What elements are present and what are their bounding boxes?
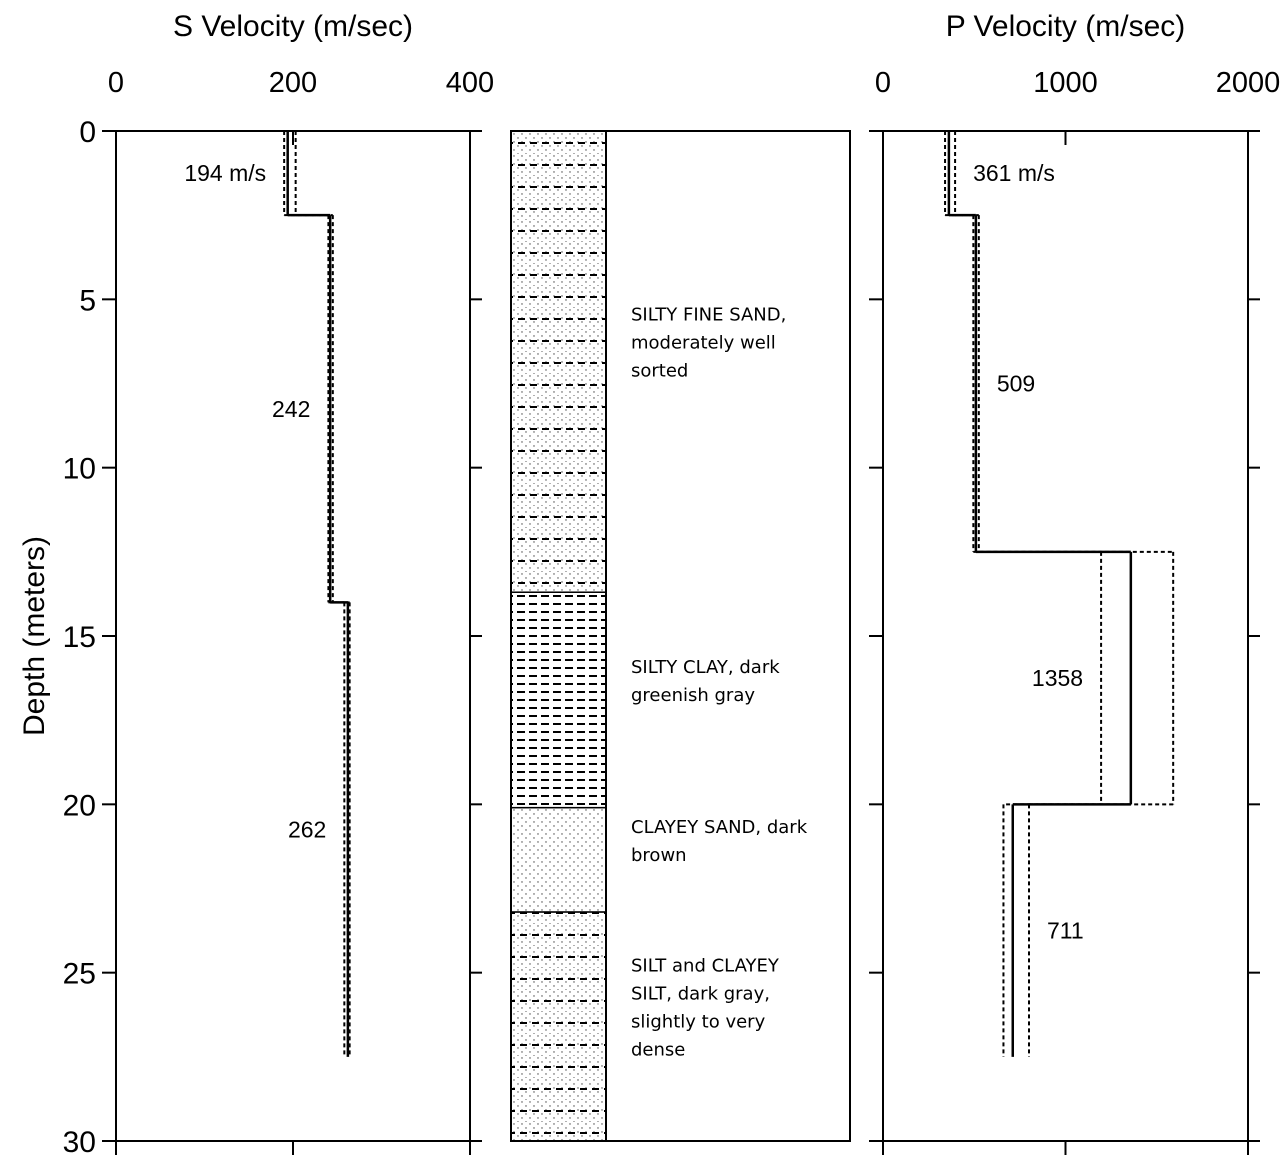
- value-label: 1358: [1032, 665, 1083, 691]
- layer-description: CLAYEY SAND, dark: [631, 817, 808, 838]
- plot-frame: [882, 130, 1249, 1142]
- layer-description: greenish gray: [631, 685, 755, 706]
- layer-description: brown: [631, 845, 687, 866]
- y-axis-label: Depth (meters): [18, 536, 51, 736]
- x-tick-label: 2000: [1216, 67, 1281, 99]
- lithology-layer: [510, 911, 607, 1142]
- y-tick-label: 0: [79, 116, 96, 149]
- x-tick-label: 1000: [1033, 67, 1098, 99]
- lithology-layer: [510, 806, 607, 913]
- y-tick-label: 25: [63, 958, 96, 991]
- x-tick-label: 400: [446, 67, 494, 99]
- x-tick-label: 0: [108, 67, 124, 99]
- lithology-layer: [510, 130, 607, 593]
- y-tick-label: 30: [63, 1126, 96, 1159]
- layer-description: SILT and CLAYEY: [631, 956, 780, 977]
- layer-description: SILTY FINE SAND,: [631, 305, 786, 326]
- y-tick-label: 20: [63, 789, 96, 822]
- layer-description: slightly to very: [631, 1012, 766, 1033]
- lithology-layer: [510, 591, 607, 809]
- layer-description: SILTY CLAY, dark: [631, 657, 780, 678]
- y-tick-label: 10: [63, 453, 96, 486]
- value-label: 509: [997, 371, 1035, 397]
- layer-description: SILT, dark gray,: [631, 984, 770, 1005]
- value-label: 242: [272, 396, 310, 422]
- layer-description: dense: [631, 1040, 685, 1061]
- y-tick-label: 15: [63, 621, 96, 654]
- layer-description: sorted: [631, 361, 688, 382]
- value-label: 711: [1047, 918, 1084, 944]
- x-tick-label: 0: [875, 67, 891, 99]
- value-label: 194 m/s: [184, 160, 266, 186]
- value-label: 262: [288, 817, 326, 843]
- chart-title: S Velocity (m/sec): [173, 10, 413, 43]
- layer-description: moderately well: [631, 333, 776, 354]
- x-tick-label: 200: [269, 67, 317, 99]
- chart-title: P Velocity (m/sec): [946, 10, 1186, 43]
- plot-frame: [115, 130, 471, 1142]
- value-label: 361 m/s: [973, 160, 1055, 186]
- column-frame: [510, 130, 851, 1142]
- y-tick-label: 5: [79, 284, 96, 317]
